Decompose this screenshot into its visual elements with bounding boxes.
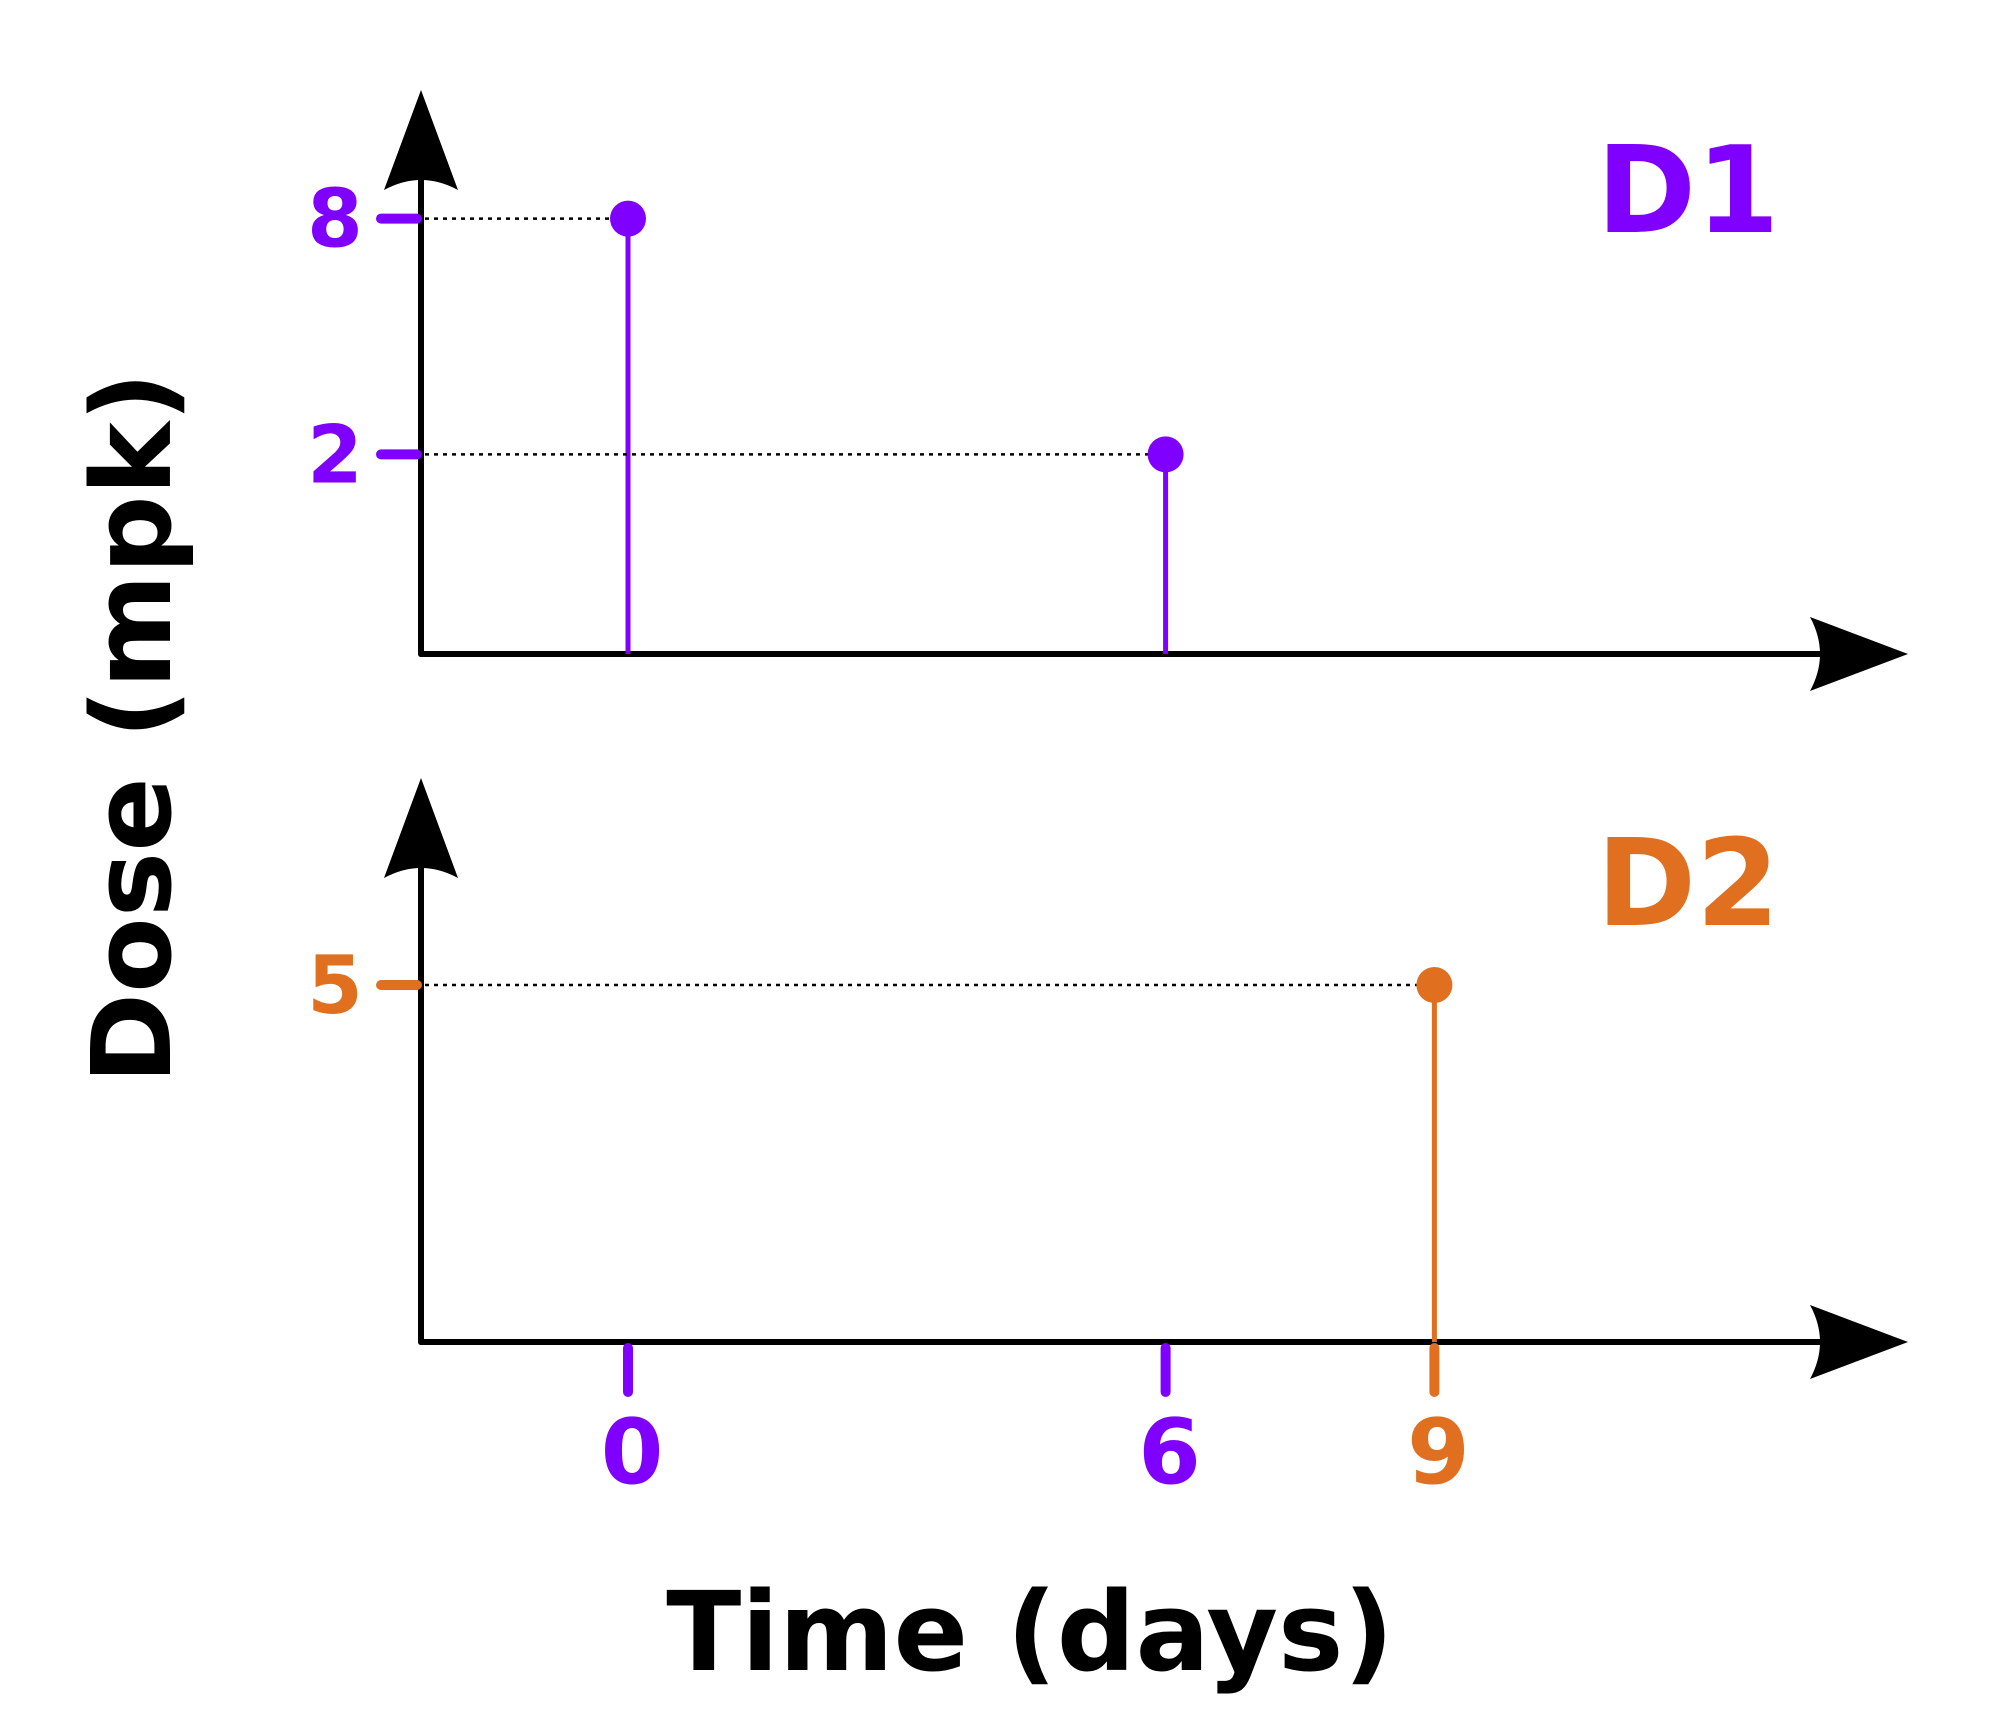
panel-d1-data-point bbox=[610, 200, 646, 237]
panel-d1-y-tick-label: 2 bbox=[307, 408, 363, 501]
panel-d2-x-arrowhead bbox=[1810, 1305, 1908, 1379]
panel-d1-y-tick-label: 8 bbox=[307, 173, 363, 266]
panel-d2-data-point bbox=[1416, 967, 1453, 1003]
panel-d2-title: D2 bbox=[1596, 815, 1779, 954]
x-tick-label: 6 bbox=[1138, 1400, 1201, 1505]
panel-d1-y-arrowhead bbox=[384, 90, 458, 190]
x-axis-ticks: 0 6 9 bbox=[601, 1343, 1470, 1505]
panel-d1-data-point bbox=[1147, 436, 1184, 473]
panel-d2-y-arrowhead bbox=[384, 778, 458, 878]
panel-d1-title: D1 bbox=[1596, 122, 1779, 261]
panel-d2-y-tick-label: 5 bbox=[307, 939, 363, 1032]
x-tick-label: 0 bbox=[601, 1400, 664, 1505]
x-axis-label: Time (days) bbox=[666, 1568, 1394, 1696]
x-tick-label: 9 bbox=[1407, 1400, 1470, 1505]
panel-d1: D1 8 2 bbox=[307, 90, 1908, 691]
y-axis-label: Dose (mpk) bbox=[68, 372, 196, 1084]
panel-d2: D2 5 bbox=[307, 778, 1908, 1379]
panel-d1-x-arrowhead bbox=[1810, 617, 1908, 691]
